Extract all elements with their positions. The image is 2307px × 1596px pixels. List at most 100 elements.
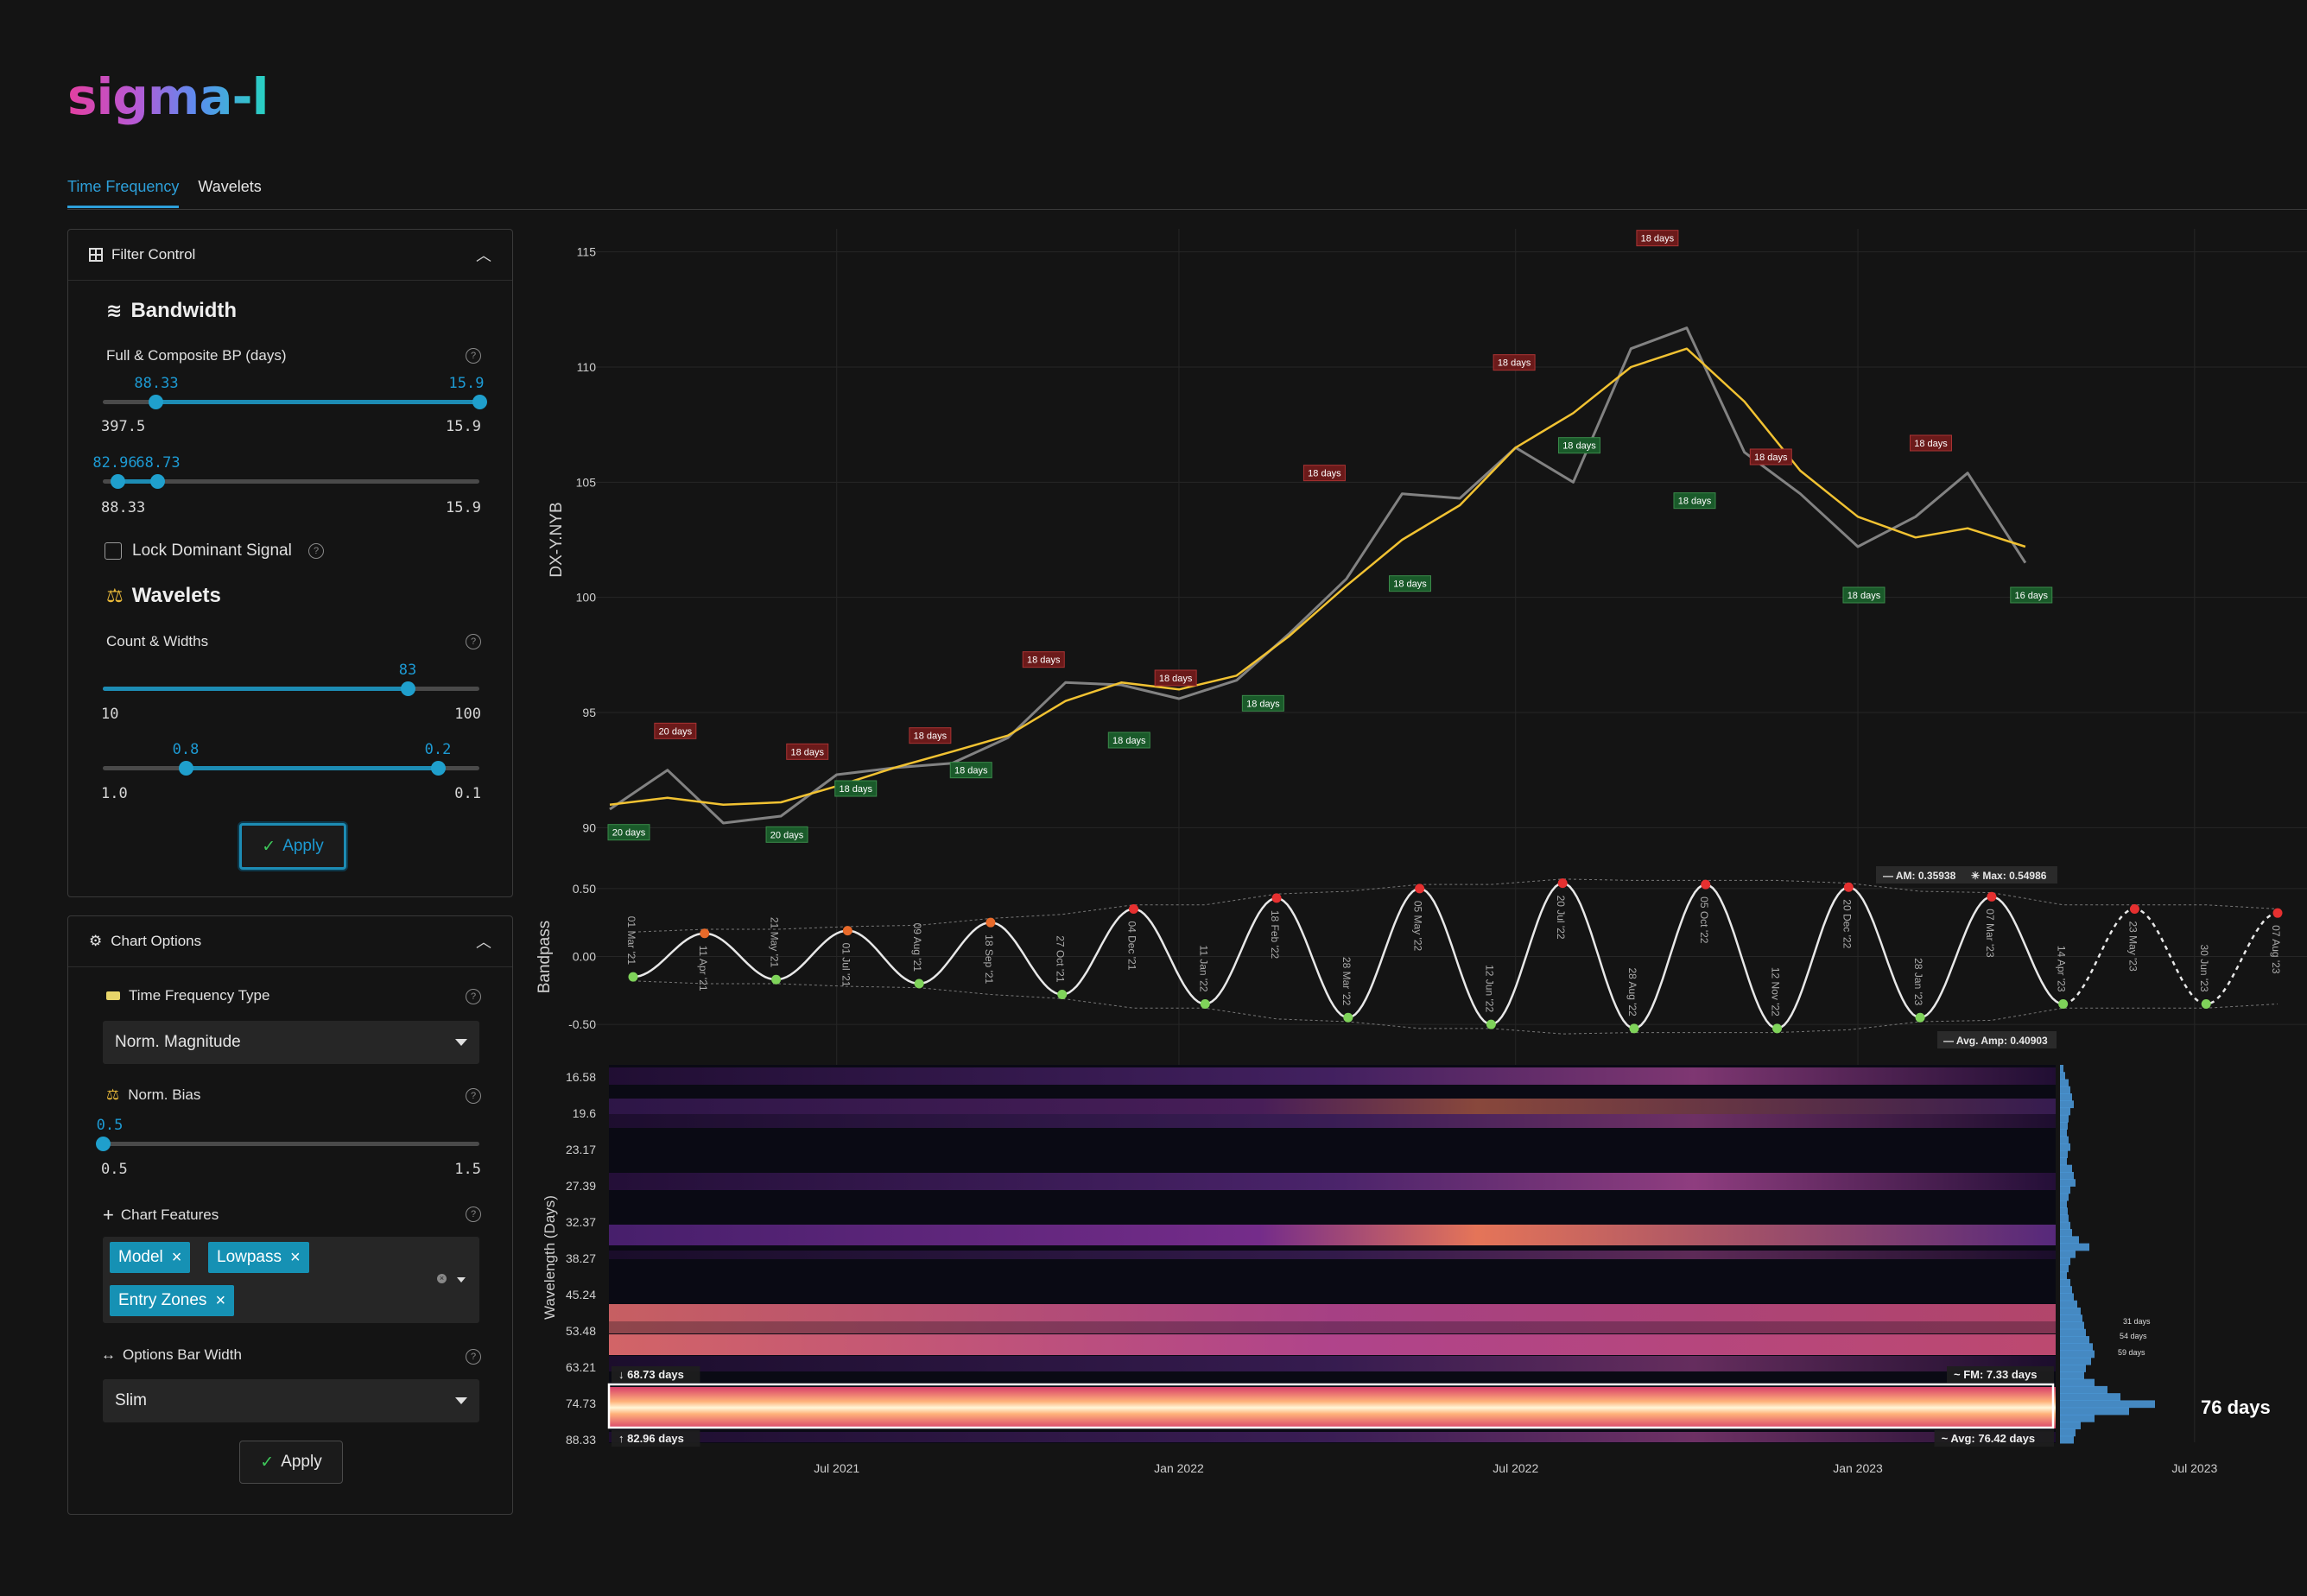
zone-label-text: 18 days <box>1027 656 1061 666</box>
tf-type-select[interactable]: Norm. Magnitude <box>103 1021 479 1064</box>
help-icon[interactable]: ? <box>308 543 324 559</box>
chevron-up-icon[interactable]: ︿ <box>476 247 491 264</box>
zone-label-text: 20 days <box>770 830 804 840</box>
help-icon[interactable]: ? <box>466 1088 481 1104</box>
histogram-bar <box>2060 1350 2095 1358</box>
histogram-bar <box>2060 1257 2070 1265</box>
gear-icon: ⚙ <box>89 933 103 949</box>
heatmap-band <box>609 1114 2056 1128</box>
histogram-bar <box>2060 1157 2067 1166</box>
filter-control-title: Filter Control <box>111 246 196 263</box>
bandpass-point-label: 01 Jul '21 <box>840 943 852 987</box>
remove-icon[interactable]: × <box>215 1290 226 1310</box>
bandpass-peak <box>986 917 996 928</box>
width-low-handle[interactable] <box>179 761 193 776</box>
help-icon[interactable]: ? <box>466 348 481 364</box>
histogram-bar <box>2060 1200 2067 1208</box>
zone-label-text: 18 days <box>954 766 988 776</box>
filter-control-panel: Filter Control ︿ ≋ Bandwidth Full & Comp… <box>67 229 513 897</box>
bandpass-trough <box>914 978 924 989</box>
histogram-bar <box>2060 1428 2076 1437</box>
feature-chip-model: Model × <box>110 1242 191 1273</box>
histogram-bar <box>2060 1314 2082 1323</box>
norm-bias-label-row: ⚖ Norm. Bias <box>106 1086 200 1104</box>
count-slider[interactable] <box>103 681 479 696</box>
count-handle[interactable] <box>401 681 415 696</box>
chart-options-header[interactable]: ⚙ Chart Options ︿ <box>68 916 512 967</box>
help-icon[interactable]: ? <box>466 1206 481 1222</box>
chart-options-apply-button[interactable]: ✓ Apply <box>239 1441 343 1484</box>
y-tick-label: 95 <box>582 706 596 719</box>
zone-label-text: 18 days <box>1678 497 1712 507</box>
bandpass-point-label: 21 May '21 <box>769 917 781 968</box>
bandpass-point-label: 11 Apr '21 <box>697 946 709 991</box>
heatmap-band <box>609 1067 2056 1085</box>
histogram-bar <box>2060 1229 2072 1237</box>
bar-width-select[interactable]: Slim <box>103 1379 479 1422</box>
width-high-tip: 0.2 <box>424 741 452 758</box>
histogram-bar <box>2060 1293 2074 1302</box>
norm-bias-slider[interactable] <box>96 1137 479 1151</box>
bp-min: 397.5 <box>101 418 146 435</box>
help-icon[interactable]: ? <box>466 989 481 1004</box>
zone-label-text: 18 days <box>839 784 872 795</box>
width-high-handle[interactable] <box>431 761 446 776</box>
high-zone-label <box>1022 651 1065 668</box>
composite-range-slider[interactable] <box>103 474 479 489</box>
histogram-bar <box>2060 1328 2086 1337</box>
readout-box <box>1937 1031 2057 1048</box>
bandpass-peak <box>2129 903 2139 914</box>
chevron-up-icon[interactable]: ︿ <box>476 934 491 951</box>
width-range-slider[interactable] <box>103 761 479 776</box>
check-icon: ✓ <box>260 1453 275 1472</box>
y-tick-label: 63.21 <box>566 1360 596 1374</box>
histogram-bar <box>2060 1179 2076 1187</box>
norm-bias-handle[interactable] <box>96 1137 111 1151</box>
bp-max: 15.9 <box>446 418 481 435</box>
low-zone-label <box>607 824 650 841</box>
help-icon[interactable]: ? <box>466 634 481 649</box>
histogram-bar <box>2060 1336 2089 1344</box>
am-readout: — AM: 0.35938 <box>1883 870 1956 882</box>
filter-control-header[interactable]: Filter Control ︿ <box>68 230 512 281</box>
filter-apply-button[interactable]: ✓ Apply <box>239 823 346 870</box>
remove-icon[interactable]: × <box>290 1247 301 1267</box>
histogram-bar <box>2060 1214 2069 1223</box>
feature-chip-label: Lowpass <box>217 1248 282 1266</box>
bandpass-trough <box>1629 1023 1639 1034</box>
lock-dominant-checkbox[interactable] <box>105 542 122 560</box>
histogram-bar <box>2060 1365 2086 1372</box>
heatmap-band <box>609 1432 2056 1442</box>
bandpass-point-label: 01 Mar '21 <box>625 916 637 966</box>
zone-label-text: 18 days <box>1393 580 1427 590</box>
bp-low-handle[interactable] <box>149 395 163 409</box>
bandpass-trough <box>1343 1012 1353 1023</box>
bar-width-value: Slim <box>115 1391 147 1409</box>
composite-low-handle[interactable] <box>111 474 125 489</box>
heatmap-band <box>609 1356 2056 1371</box>
caret-down-icon <box>455 1397 467 1404</box>
caret-down-icon[interactable] <box>457 1277 466 1282</box>
high-zone-label <box>1493 354 1536 371</box>
bandpass-point-label: 05 Oct '22 <box>1698 896 1710 944</box>
bandpass-point-label: 14 Apr '23 <box>2056 946 2068 992</box>
card-icon <box>106 991 120 1000</box>
bandpass-chart: 0.50 0.00 -0.50 Bandpass 01 Mar '21 11 Apr '2… <box>536 866 2307 1048</box>
help-icon[interactable]: ? <box>466 1349 481 1365</box>
tab-wavelets[interactable]: Wavelets <box>198 178 262 195</box>
chart-features-multiselect[interactable]: Model × Lowpass × Entry Zones × × <box>103 1237 479 1323</box>
histogram-bar <box>2060 1236 2079 1244</box>
bp-range-slider[interactable] <box>103 395 487 409</box>
remove-icon[interactable]: × <box>171 1247 182 1267</box>
tab-time-frequency[interactable]: Time Frequency <box>67 173 180 208</box>
bp-high-handle[interactable] <box>472 395 487 409</box>
histogram-bar <box>2060 1164 2072 1173</box>
histogram-bar <box>2060 1271 2067 1280</box>
composite-high-handle[interactable] <box>150 474 165 489</box>
sigma-l-logo[interactable]: sigma-l <box>67 67 269 126</box>
bandpass-peak <box>700 928 710 939</box>
y-tick-label: 90 <box>582 820 596 834</box>
scale-icon: ⚖ <box>106 585 124 606</box>
clear-all-icon[interactable]: × <box>437 1274 447 1283</box>
